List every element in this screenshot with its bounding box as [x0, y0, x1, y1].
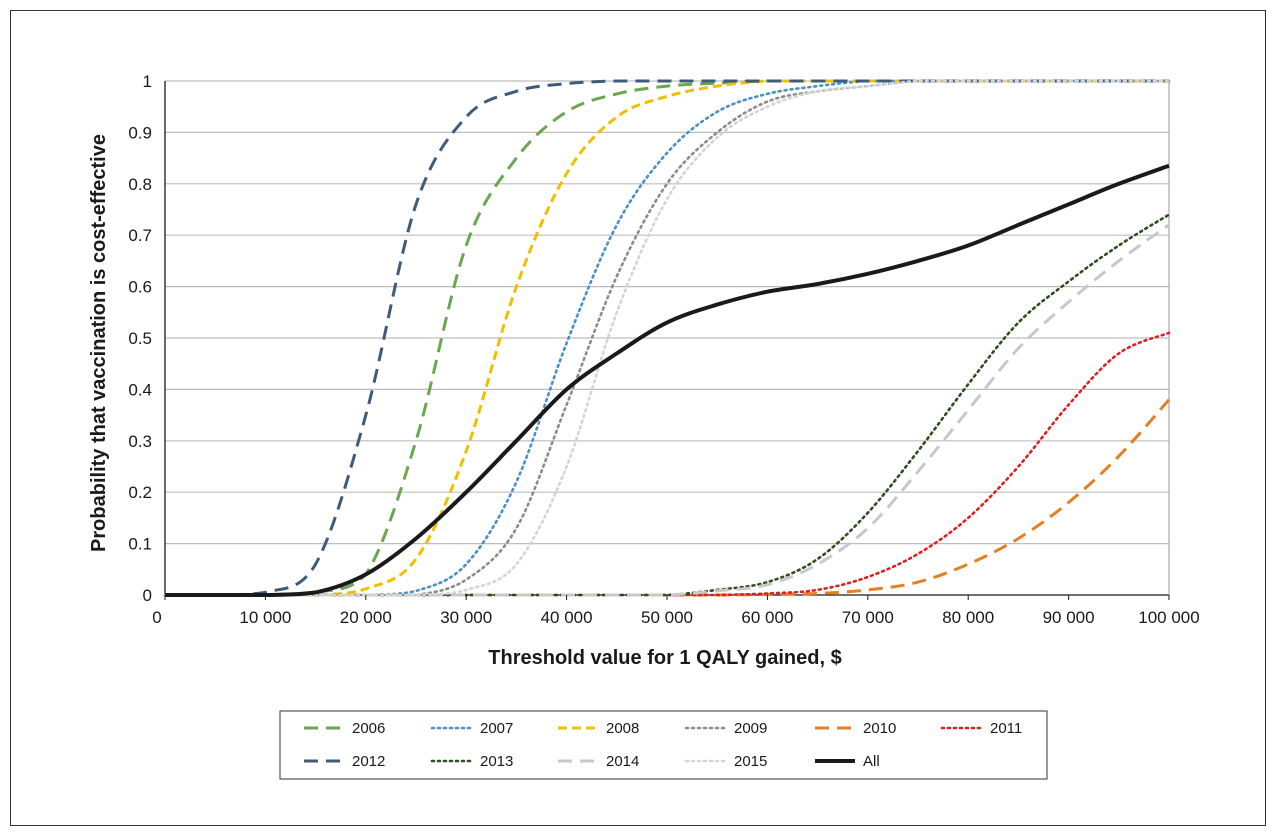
legend-item-2012: 2012 — [304, 753, 385, 770]
legend: 2006 2007 2008 2009 2010 2011 2012 2013 2014 2015… — [279, 710, 1048, 780]
y-tick-label: 0 — [143, 586, 152, 605]
y-tick-label: 0.2 — [128, 483, 152, 502]
legend-label: 2015 — [734, 753, 767, 770]
legend-item-2007: 2007 — [430, 720, 513, 737]
y-tick-label: 0.4 — [128, 380, 152, 399]
x-tick-label: 80 000 — [942, 608, 994, 627]
y-tick-label: 0.8 — [128, 175, 152, 194]
y-axis-ticks: 0 0.1 0.2 0.3 0.4 0.5 0.6 0.7 0.8 0.9 1 — [128, 72, 152, 605]
y-tick-label: 0.6 — [128, 278, 152, 297]
y-tick-label: 1 — [143, 72, 152, 91]
legend-label: All — [863, 753, 880, 770]
legend-label: 2013 — [480, 753, 513, 770]
legend-label: 2012 — [352, 753, 385, 770]
x-axis-ticks: 0 10 000 20 000 30 000 40 000 50 000 60 000 70 … — [152, 595, 1200, 627]
y-tick-label: 0.5 — [128, 329, 152, 348]
series-line-all — [165, 163, 1170, 597]
y-axis-title: Probability that vaccination is cost-eff… — [88, 134, 110, 552]
legend-label: 2009 — [734, 720, 767, 737]
x-axis-title: Threshold value for 1 QALY gained, $ — [488, 647, 841, 669]
grid-lines — [165, 80, 1169, 545]
legend-item-2010: 2010 — [815, 720, 896, 737]
y-tick-label: 0.1 — [128, 535, 152, 554]
x-tick-label: 90 000 — [1043, 608, 1095, 627]
series-line-2012 — [165, 79, 1169, 597]
x-tick-label: 60 000 — [741, 608, 793, 627]
legend-box — [279, 710, 1048, 780]
y-tick-label: 0.3 — [128, 432, 152, 451]
x-tick-label: 30 000 — [440, 608, 492, 627]
series-line-2014 — [165, 223, 1170, 597]
series-line-2011 — [163, 331, 1171, 597]
series-line-2015 — [163, 79, 1171, 597]
legend-item-2009: 2009 — [684, 720, 767, 737]
legend-item-2013: 2013 — [430, 753, 513, 770]
x-tick-label: 20 000 — [340, 608, 392, 627]
legend-label: 2010 — [863, 720, 896, 737]
legend-label: 2014 — [606, 753, 639, 770]
series-line-2013 — [163, 213, 1171, 597]
x-tick-label: 10 000 — [239, 608, 291, 627]
y-tick-label: 0.7 — [128, 226, 152, 245]
series-lines — [163, 79, 1171, 597]
legend-item-2011: 2011 — [940, 720, 1022, 737]
legend-item-2006: 2006 — [304, 720, 385, 737]
y-tick-label: 0.9 — [128, 123, 152, 142]
legend-item-2015: 2015 — [684, 753, 767, 770]
x-tick-label: 0 — [152, 608, 161, 627]
legend-item-2014: 2014 — [558, 753, 639, 770]
x-tick-label: 70 000 — [842, 608, 894, 627]
x-tick-label: 100 000 — [1138, 608, 1199, 627]
x-tick-label: 50 000 — [641, 608, 693, 627]
legend-label: 2006 — [352, 720, 385, 737]
legend-label: 2008 — [606, 720, 639, 737]
x-tick-label: 40 000 — [541, 608, 593, 627]
legend-item-2008: 2008 — [558, 720, 639, 737]
legend-item-all: All — [815, 753, 880, 770]
legend-label: 2011 — [990, 720, 1022, 737]
legend-label: 2007 — [480, 720, 513, 737]
